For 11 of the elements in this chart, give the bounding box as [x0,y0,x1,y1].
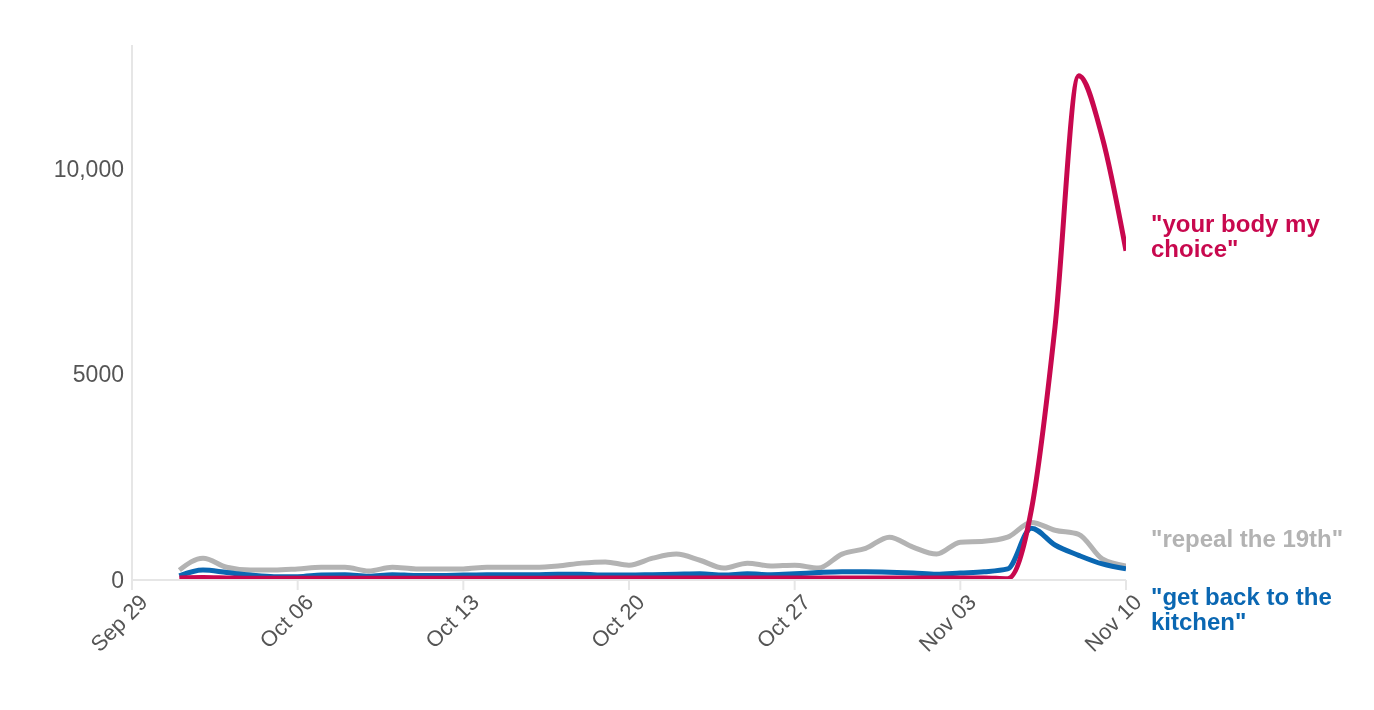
x-tick-label: Oct 20 [586,589,650,654]
series-label: "get back to the kitchen" [1151,583,1333,635]
x-tick-label: Oct 13 [420,589,484,654]
y-tick-label: 10,000 [53,155,124,182]
series-label: "repeal the 19th" [1151,525,1345,552]
series-label: "your body my choice" [1151,209,1321,262]
x-tick-label: Oct 27 [751,589,816,654]
x-tick-label: Nov 10 [1079,589,1147,657]
x-tick-label: Oct 06 [254,589,319,654]
x-tick-label: Nov 03 [913,589,981,657]
y-tick-label: 5000 [72,361,124,388]
